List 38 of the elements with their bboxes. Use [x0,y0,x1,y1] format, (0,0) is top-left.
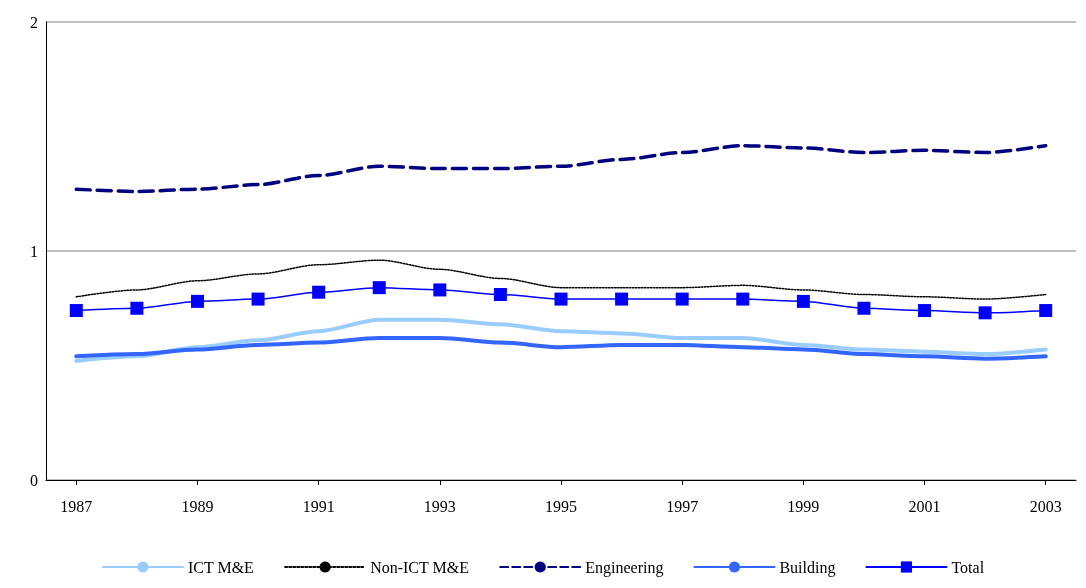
line-series [74,336,1048,361]
point [190,294,204,308]
point [736,292,750,306]
y-tick-label: 0 [30,471,38,489]
point [554,292,568,306]
legend-label: Building [779,558,836,577]
x-tick-label: 2001 [908,497,941,515]
x-tick-label: 2003 [1029,497,1062,515]
line-series [74,317,1048,363]
point [372,281,386,295]
line-series [75,259,1047,300]
point [857,301,871,315]
point [69,304,83,318]
point [796,294,810,308]
point [433,283,447,297]
y-tick-label: 2 [30,13,38,31]
legend-label: Total [951,558,985,576]
x-tick-label: 1993 [423,497,456,515]
point [130,301,144,315]
x-tick-label: 1999 [787,497,820,515]
point [251,292,265,306]
legend-label: ICT M&E [187,558,254,576]
point [1039,304,1053,318]
x-tick-label: 1989 [181,497,214,515]
point [918,304,932,318]
legend-label: Non-ICT M&E [370,558,469,576]
x-tick-label: 1991 [302,497,335,515]
point [615,292,629,306]
y-tick-label: 1 [30,242,38,260]
point [978,306,992,320]
point [675,292,689,306]
point [312,285,326,299]
x-tick-label: 1987 [60,497,93,515]
legend-label: Engineering [585,558,664,577]
point [493,288,507,302]
line-series [74,143,1048,194]
x-tick-label: 1995 [545,497,577,515]
x-tick-label: 1997 [666,497,699,515]
